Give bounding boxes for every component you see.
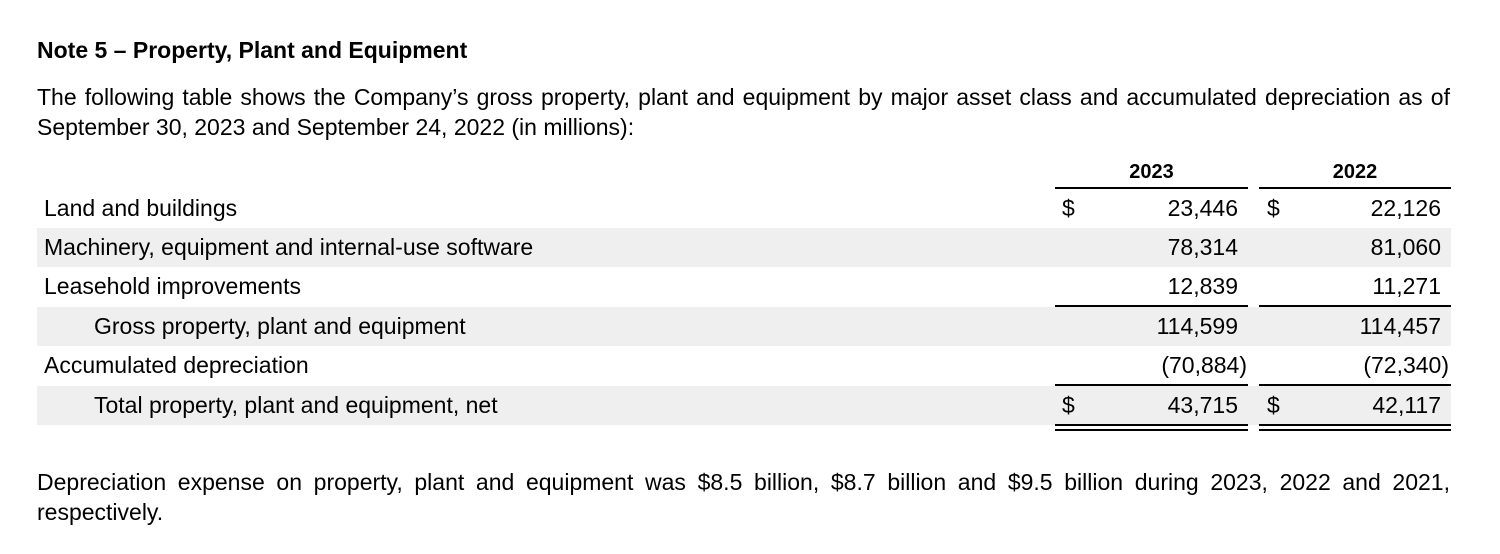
row-label: Gross property, plant and equipment: [94, 313, 466, 339]
dollar-sign-2023: $: [1062, 195, 1075, 221]
intro-paragraph: The following table shows the Company’s …: [37, 84, 1450, 140]
value-2023: 43,715: [1167, 392, 1238, 418]
value-2023: (70,884): [1161, 352, 1247, 378]
value-2022: 114,457: [1359, 313, 1441, 339]
total-rule-2022: [1259, 384, 1451, 386]
header-underline-2023: [1055, 187, 1248, 189]
value-2022: (72,340): [1363, 352, 1449, 378]
note-title: Note 5 – Property, Plant and Equipment: [37, 37, 468, 63]
row-label: Machinery, equipment and internal-use so…: [44, 234, 534, 260]
value-2023: 114,599: [1156, 313, 1238, 339]
table-row: Total property, plant and equipment, net…: [37, 386, 1451, 425]
table-row: Machinery, equipment and internal-use so…: [37, 228, 1451, 267]
value-2023: 12,839: [1167, 273, 1238, 299]
row-label: Accumulated depreciation: [44, 352, 309, 378]
table-row: Gross property, plant and equipment 114,…: [37, 307, 1451, 346]
column-header-2023: 2023: [1129, 161, 1174, 183]
table-row: Land and buildings $ 23,446 $ 22,126: [37, 189, 1451, 228]
column-header-2022: 2022: [1332, 161, 1378, 183]
row-label: Total property, plant and equipment, net: [94, 392, 498, 418]
table-row: Accumulated depreciation (70,884) (72,34…: [37, 346, 1451, 385]
row-label: Leasehold improvements: [44, 273, 301, 299]
value-2023: 23,446: [1167, 195, 1238, 221]
total-double-rule-2022: [1259, 424, 1451, 431]
footer-paragraph: Depreciation expense on property, plant …: [37, 469, 1450, 525]
value-2023: 78,314: [1167, 234, 1238, 260]
value-2022: 42,117: [1372, 392, 1441, 418]
value-2022: 11,271: [1372, 273, 1441, 299]
total-rule-2023: [1055, 384, 1248, 386]
table-row: Leasehold improvements 12,839 11,271: [37, 267, 1451, 306]
value-2022: 22,126: [1370, 195, 1441, 221]
total-double-rule-2023: [1055, 424, 1248, 431]
row-label: Land and buildings: [44, 195, 238, 221]
dollar-sign-2023: $: [1062, 392, 1075, 418]
subtotal-rule-2022: [1259, 305, 1451, 307]
subtotal-rule-2023: [1055, 305, 1248, 307]
value-2022: 81,060: [1370, 234, 1441, 260]
dollar-sign-2022: $: [1267, 195, 1280, 221]
dollar-sign-2022: $: [1267, 392, 1280, 418]
header-underline-2022: [1259, 187, 1451, 189]
